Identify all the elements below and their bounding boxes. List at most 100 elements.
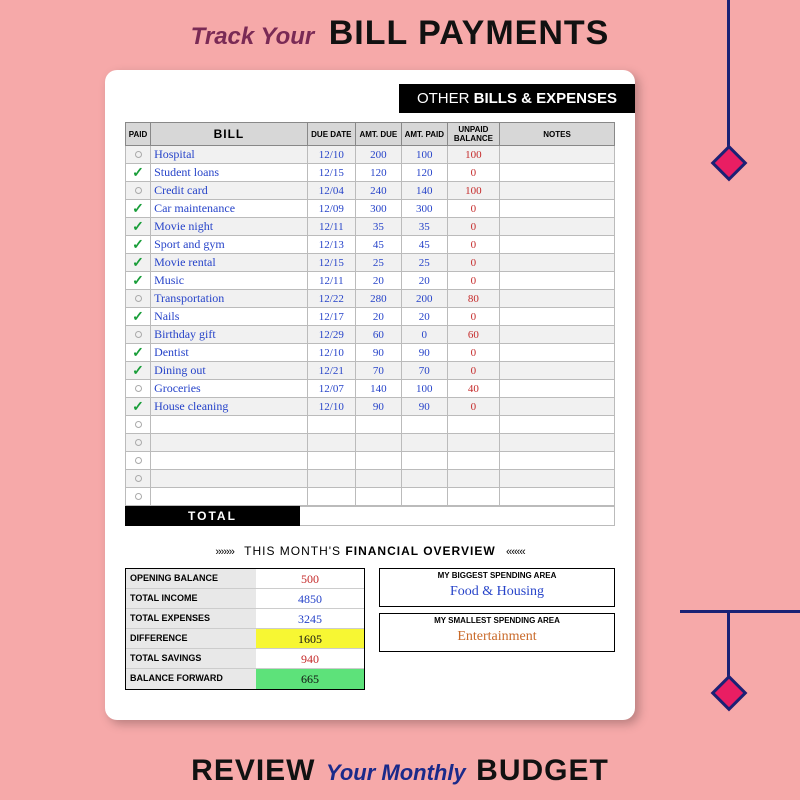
amt-paid: 70 xyxy=(401,362,447,380)
due-date: 12/15 xyxy=(307,254,355,272)
deco-line xyxy=(727,0,730,160)
table-header-row: PAID BILL DUE DATE AMT. DUE AMT. PAID UN… xyxy=(126,123,615,146)
unpaid-dot-icon xyxy=(135,457,142,464)
col-paid: PAID xyxy=(126,123,151,146)
check-icon: ✓ xyxy=(132,308,144,324)
bill-name: Movie night xyxy=(151,218,308,236)
amt-paid: 140 xyxy=(401,182,447,200)
unpaid-dot-icon xyxy=(135,151,142,158)
overview-wrap: OPENING BALANCE500TOTAL INCOME4850TOTAL … xyxy=(125,568,615,690)
overview-value: 3245 xyxy=(256,609,364,628)
table-row: ✓Car maintenance12/093003000 xyxy=(126,200,615,218)
paid-cell: ✓ xyxy=(126,254,151,272)
paid-cell: ✓ xyxy=(126,344,151,362)
section-header: OTHER BILLS & EXPENSES xyxy=(399,84,635,113)
overview-row: DIFFERENCE1605 xyxy=(126,629,364,649)
bottom-bold-2: BUDGET xyxy=(476,754,609,787)
bill-name: Birthday gift xyxy=(151,326,308,344)
due-date: 12/09 xyxy=(307,200,355,218)
due-date: 12/21 xyxy=(307,362,355,380)
check-icon: ✓ xyxy=(132,344,144,360)
notes-cell xyxy=(500,254,615,272)
due-date: 12/22 xyxy=(307,290,355,308)
paid-cell xyxy=(126,380,151,398)
amt-paid: 35 xyxy=(401,218,447,236)
section-header-pre: OTHER xyxy=(417,90,470,107)
check-icon: ✓ xyxy=(132,362,144,378)
check-icon: ✓ xyxy=(132,218,144,234)
bill-name: Transportation xyxy=(151,290,308,308)
amt-due: 240 xyxy=(355,182,401,200)
overview-row: TOTAL SAVINGS940 xyxy=(126,649,364,669)
notes-cell xyxy=(500,182,615,200)
balance: 0 xyxy=(447,344,499,362)
balance: 40 xyxy=(447,380,499,398)
amt-due: 35 xyxy=(355,218,401,236)
unpaid-dot-icon xyxy=(135,331,142,338)
notes-cell xyxy=(500,380,615,398)
table-row: ✓Dentist12/1090900 xyxy=(126,344,615,362)
table-row-blank xyxy=(126,488,615,506)
overview-value: 940 xyxy=(256,649,364,668)
table-row: ✓Movie rental12/1525250 xyxy=(126,254,615,272)
deco-line xyxy=(680,610,800,613)
check-icon: ✓ xyxy=(132,398,144,414)
table-row: ✓House cleaning12/1090900 xyxy=(126,398,615,416)
due-date: 12/11 xyxy=(307,272,355,290)
overview-value: 4850 xyxy=(256,589,364,608)
table-row: Credit card12/04240140100 xyxy=(126,182,615,200)
notes-cell xyxy=(500,236,615,254)
bill-name: Dentist xyxy=(151,344,308,362)
amt-due: 60 xyxy=(355,326,401,344)
due-date: 12/15 xyxy=(307,164,355,182)
overview-title: ››››››› THIS MONTH'S FINANCIAL OVERVIEW … xyxy=(105,544,635,558)
overview-label: BALANCE FORWARD xyxy=(126,669,256,689)
overview-row: TOTAL INCOME4850 xyxy=(126,589,364,609)
paid-cell: ✓ xyxy=(126,398,151,416)
deco-diamond xyxy=(711,675,748,712)
total-label: TOTAL xyxy=(125,506,300,526)
amt-paid: 100 xyxy=(401,146,447,164)
col-notes: NOTES xyxy=(500,123,615,146)
notes-cell xyxy=(500,308,615,326)
amt-paid: 20 xyxy=(401,272,447,290)
bottom-bold-1: REVIEW xyxy=(191,754,315,787)
paid-cell: ✓ xyxy=(126,362,151,380)
overview-row: OPENING BALANCE500 xyxy=(126,569,364,589)
amt-paid: 200 xyxy=(401,290,447,308)
unpaid-dot-icon xyxy=(135,385,142,392)
balance: 100 xyxy=(447,146,499,164)
deco-diamond xyxy=(711,145,748,182)
amt-paid: 45 xyxy=(401,236,447,254)
overview-row: TOTAL EXPENSES3245 xyxy=(126,609,364,629)
notes-cell xyxy=(500,398,615,416)
amt-due: 20 xyxy=(355,272,401,290)
table-row: ✓Movie night12/1135350 xyxy=(126,218,615,236)
balance: 100 xyxy=(447,182,499,200)
check-icon: ✓ xyxy=(132,254,144,270)
paid-cell: ✓ xyxy=(126,218,151,236)
amt-due: 70 xyxy=(355,362,401,380)
biggest-spend-label: MY BIGGEST SPENDING AREA xyxy=(380,571,614,580)
balance: 60 xyxy=(447,326,499,344)
amt-due: 120 xyxy=(355,164,401,182)
due-date: 12/13 xyxy=(307,236,355,254)
chevrons-right: ‹‹‹‹‹‹‹ xyxy=(506,546,525,558)
bill-name: House cleaning xyxy=(151,398,308,416)
bill-name: Music xyxy=(151,272,308,290)
smallest-spend-value: Entertainment xyxy=(380,625,614,649)
balance: 0 xyxy=(447,218,499,236)
overview-row: BALANCE FORWARD665 xyxy=(126,669,364,689)
balance: 0 xyxy=(447,164,499,182)
unpaid-dot-icon xyxy=(135,439,142,446)
table-row: ✓Sport and gym12/1345450 xyxy=(126,236,615,254)
unpaid-dot-icon xyxy=(135,295,142,302)
bill-name: Movie rental xyxy=(151,254,308,272)
table-row: ✓Nails12/1720200 xyxy=(126,308,615,326)
smallest-spend-label: MY SMALLEST SPENDING AREA xyxy=(380,616,614,625)
unpaid-dot-icon xyxy=(135,493,142,500)
amt-due: 280 xyxy=(355,290,401,308)
top-title: Track Your BILL PAYMENTS xyxy=(0,0,800,53)
overview-label: TOTAL SAVINGS xyxy=(126,649,256,668)
overview-value: 1605 xyxy=(256,629,364,648)
